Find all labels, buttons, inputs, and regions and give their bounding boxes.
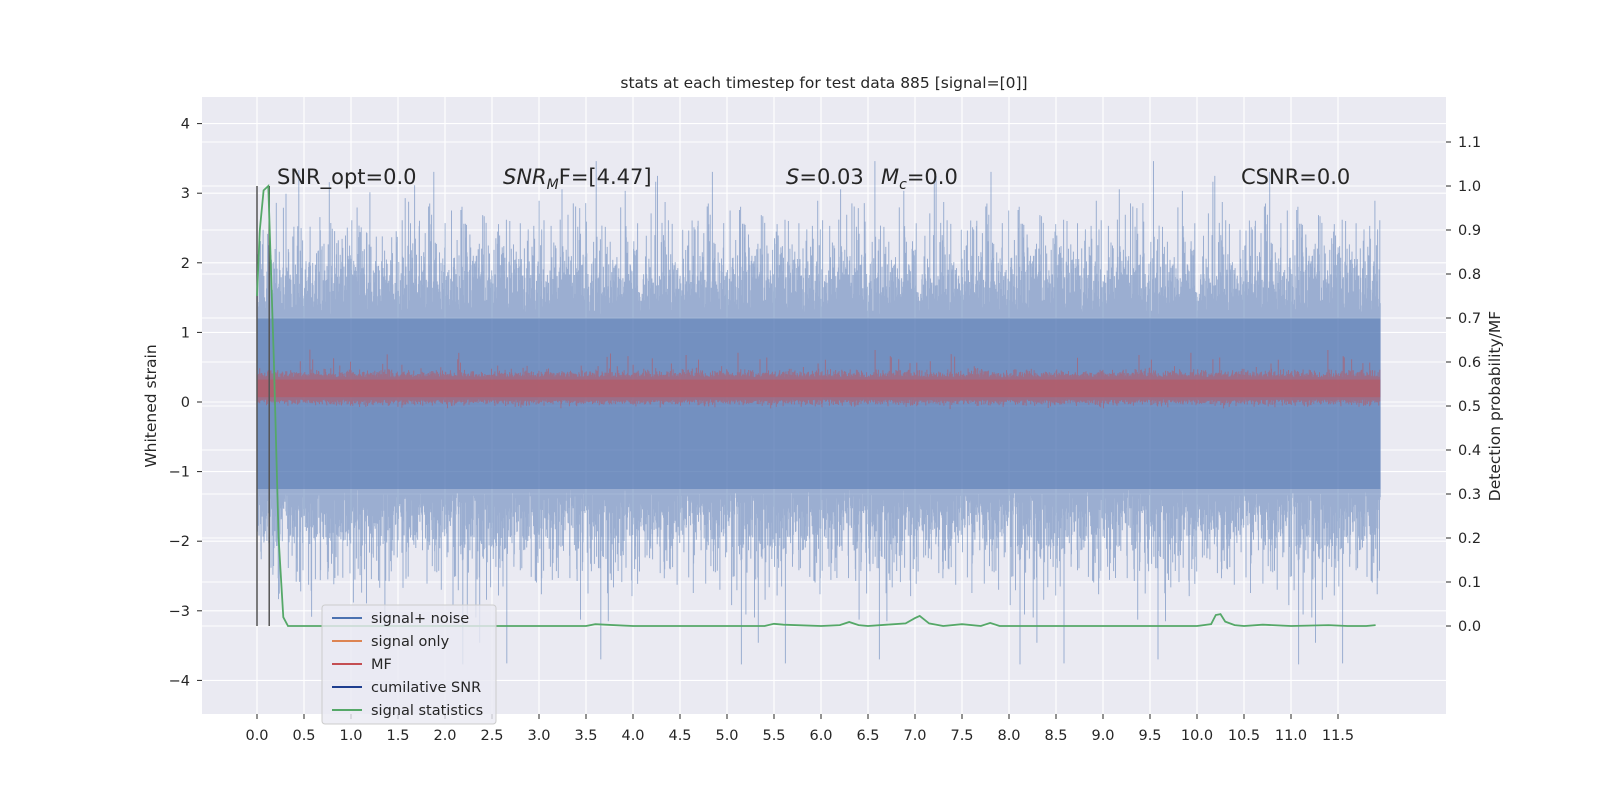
x-tick-label: 3.0	[527, 728, 550, 744]
signal-noise-series	[257, 161, 1381, 665]
y-axis-left: 4 3 2 1 0 −1 −2 −3 −4	[169, 117, 202, 689]
legend-label: signal+ noise	[371, 611, 469, 627]
x-tick-label: 11.5	[1322, 728, 1354, 744]
x-tick-label: 10.5	[1228, 728, 1260, 744]
legend-label: MF	[371, 657, 392, 673]
y-tick-label-left: −4	[169, 673, 190, 689]
legend-box	[321, 604, 497, 725]
x-tick-label: 0.5	[292, 728, 315, 744]
x-tick-label: 6.0	[809, 728, 832, 744]
cumulative-snr-series	[256, 186, 270, 626]
y-tick-label-right: 0.8	[1458, 267, 1481, 283]
y-tick-label-right: 0.9	[1458, 223, 1481, 239]
x-tick-label: 11.0	[1275, 728, 1307, 744]
y-tick-label-right: 0.3	[1458, 487, 1481, 503]
x-tick-label: 3.5	[574, 728, 597, 744]
x-tick-label: 10.0	[1181, 728, 1213, 744]
y-tick-label-right: 0.5	[1458, 399, 1481, 415]
y-axis-right-label: Detection probability/MF	[1486, 311, 1504, 502]
mc-annotation: Mc=0.0	[881, 165, 958, 193]
y-axis-left-label: Whitened strain	[142, 344, 160, 467]
signal-statistics-line	[256, 183, 1376, 627]
y-tick-label-right: 1.0	[1458, 179, 1481, 195]
x-tick-label: 7.0	[903, 728, 926, 744]
y-tick-label-right: 0.1	[1458, 575, 1481, 591]
x-tick-label: 9.5	[1138, 728, 1161, 744]
x-tick-label: 7.5	[950, 728, 973, 744]
y-tick-label-right: 1.1	[1458, 135, 1481, 151]
y-tick-label-left: 4	[181, 117, 190, 133]
mf-series	[257, 349, 1381, 410]
y-tick-label-left: 0	[181, 395, 190, 411]
y-axis-right: 1.1 1.0 0.9 0.8 0.7 0.6 0.5 0.4 0.3 0.2 0.1 0.0	[1446, 135, 1481, 635]
y-tick-label-left: 3	[181, 186, 190, 202]
x-tick-label: 9.0	[1091, 728, 1114, 744]
y-tick-label-left: 1	[181, 325, 190, 341]
x-tick-label: 2.5	[480, 728, 503, 744]
legend-label: signal only	[371, 634, 450, 650]
x-tick-label: 5.0	[715, 728, 738, 744]
x-tick-label: 6.5	[856, 728, 879, 744]
legend: signal+ noise signal only MF cumilative SNR…	[321, 604, 497, 725]
x-tick-label: 2.0	[433, 728, 456, 744]
s-annotation: S=0.03	[786, 165, 864, 189]
snr-opt-annotation: SNR_opt=0.0	[277, 165, 417, 190]
csnr-annotation: CSNR=0.0	[1241, 165, 1350, 189]
x-tick-label: 1.5	[386, 728, 409, 744]
y-tick-label-left: −2	[169, 534, 190, 550]
y-tick-label-left: 2	[181, 256, 190, 272]
snr-mf-annotation: SNRMF=[4.47]	[503, 165, 652, 193]
y-tick-label-right: 0.2	[1458, 531, 1481, 547]
legend-label: signal statistics	[371, 703, 483, 719]
chart-title: stats at each timestep for test data 885…	[620, 74, 1027, 92]
y-tick-label-right: 0.4	[1458, 443, 1481, 459]
x-tick-label: 0.0	[245, 728, 268, 744]
x-tick-label: 8.0	[997, 728, 1020, 744]
x-axis: 0.0 0.5 1.0 1.5 2.0 2.5 3.0 3.5 4.0 4.5 5.0 5.5 6.0 6…	[245, 714, 1354, 744]
x-tick-label: 4.5	[668, 728, 691, 744]
x-tick-label: 8.5	[1044, 728, 1067, 744]
x-tick-label: 5.5	[762, 728, 785, 744]
signal-statistics-series	[256, 183, 1376, 627]
y-tick-label-right: 0.7	[1458, 311, 1481, 327]
y-tick-label-left: −3	[169, 604, 190, 620]
y-tick-label-right: 0.0	[1458, 619, 1481, 635]
x-tick-label: 1.0	[339, 728, 362, 744]
x-tick-label: 4.0	[621, 728, 644, 744]
y-tick-label-right: 0.6	[1458, 355, 1481, 371]
legend-label: cumilative SNR	[371, 680, 481, 696]
y-tick-label-left: −1	[169, 465, 190, 481]
